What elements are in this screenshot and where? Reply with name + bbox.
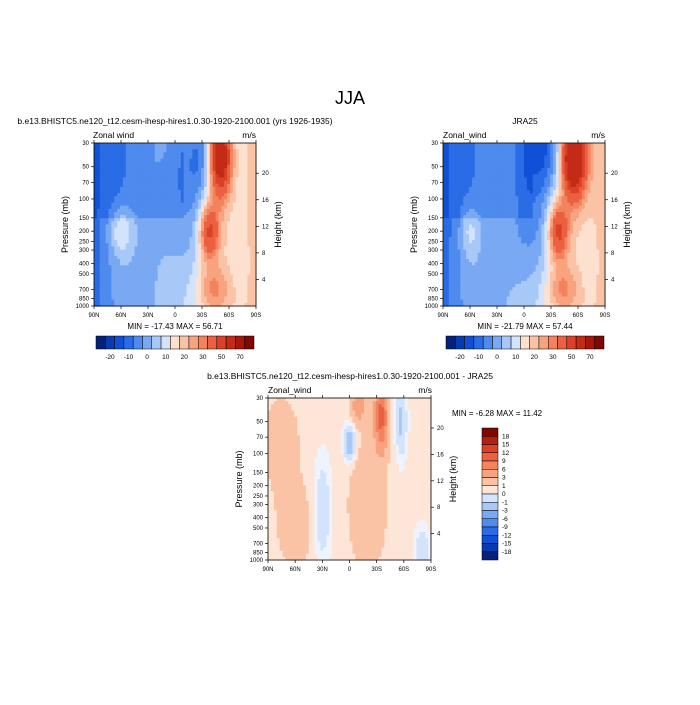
field-0	[94, 143, 257, 307]
x-tick-label: 90S	[251, 313, 262, 319]
colorbar-box	[189, 336, 198, 349]
x-tick-label: 60S	[224, 313, 235, 319]
y-tick-label: 400	[79, 261, 90, 267]
y-right-tick-label: 16	[262, 198, 269, 204]
colorbar-box	[152, 336, 161, 349]
figure-title: JJA	[335, 88, 365, 108]
y-tick-label: 700	[79, 287, 90, 293]
colorbar-box	[142, 336, 151, 349]
panel-model-title: b.e13.BHISTC5.ne120_t12.cesm-ihesp-hires…	[17, 116, 332, 126]
field-1	[443, 143, 606, 307]
colorbar-box	[208, 336, 217, 349]
y-tick-label: 30	[82, 141, 89, 147]
colorbar-label: -20	[105, 354, 115, 361]
y-right-tick-label: 8	[262, 251, 266, 257]
panel-model-variable: Zonal wind	[93, 130, 134, 140]
panel-model-units: m/s	[242, 130, 256, 140]
colorbar-label: -10	[124, 354, 134, 361]
colorbar-box	[124, 336, 133, 349]
colorbar-box	[105, 336, 114, 349]
x-tick-label: 30S	[197, 313, 208, 319]
x-tick-label: 60N	[115, 313, 126, 319]
colorbar-box	[217, 336, 226, 349]
y-tick-label: 300	[79, 248, 90, 254]
colorbar-box	[170, 336, 179, 349]
colorbar-box	[245, 336, 254, 349]
y-tick-label: 850	[79, 296, 90, 302]
y-right-tick-label: 4	[262, 277, 266, 283]
x-tick-label: 30N	[142, 313, 153, 319]
colorbar-label: 10	[162, 354, 170, 361]
colorbar-box	[226, 336, 235, 349]
panel-model: b.e13.BHISTC5.ne120_t12.cesm-ihesp-hires…	[17, 116, 332, 361]
colorbar-box	[96, 336, 105, 349]
y-tick-label: 500	[79, 272, 90, 278]
y-tick-label: 70	[82, 180, 89, 186]
panel-obs-variable: Zonal_wind	[443, 130, 487, 140]
y-right-tick-label: 12	[262, 224, 269, 230]
x-tick-label: 0	[173, 313, 177, 319]
panel-model-plot: 90N 60N 30N 0 30S 60S 90S 30 50 70 100 150 200 250 300…	[60, 140, 283, 319]
y-tick-label: 150	[79, 216, 90, 222]
y-tick-label: 200	[79, 229, 90, 235]
y-tick-label: 50	[82, 165, 89, 171]
colorbar-label: 50	[218, 354, 226, 361]
colorbar-box	[235, 336, 244, 349]
colorbar-label: 20	[181, 354, 189, 361]
colorbar-box	[133, 336, 142, 349]
panel-obs-title: JRA25	[512, 116, 538, 126]
x-tick-label: 90N	[88, 313, 99, 319]
y-axis-label: Pressure (mb)	[60, 196, 70, 253]
y-right-axis-label: Height (km)	[273, 201, 283, 248]
y-tick-label: 100	[79, 197, 90, 203]
panel-model-colorbar: -20 -10 0 10 20 30 50 70	[96, 336, 254, 361]
colorbar-label: 70	[236, 354, 244, 361]
colorbar-box	[161, 336, 170, 349]
colorbar-box	[198, 336, 207, 349]
y-right-tick-label: 20	[262, 171, 269, 177]
colorbar-label: 0	[145, 354, 149, 361]
colorbar-box	[180, 336, 189, 349]
panel-model-stats: MIN = -17.43 MAX = 56.71	[127, 322, 223, 331]
panel-obs-units: m/s	[591, 130, 605, 140]
y-tick-label: 1000	[76, 304, 90, 310]
colorbar-label: 30	[199, 354, 207, 361]
colorbar-box	[115, 336, 124, 349]
y-tick-label: 250	[79, 240, 90, 246]
